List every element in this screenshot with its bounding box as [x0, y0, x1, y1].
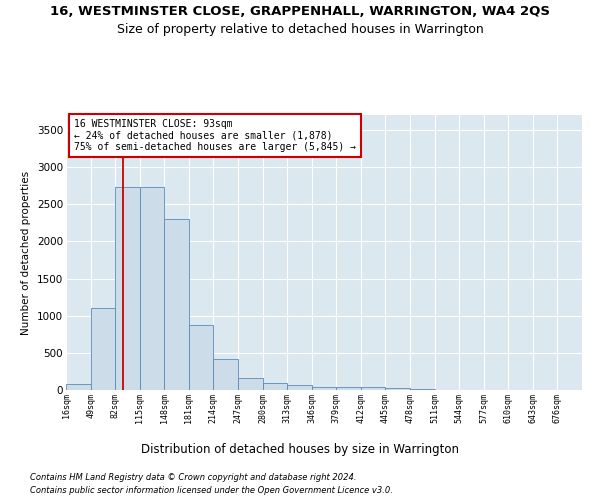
Bar — [91, 308, 115, 390]
Bar — [214, 359, 238, 390]
Bar — [312, 387, 336, 390]
Text: Size of property relative to detached houses in Warrington: Size of property relative to detached ho… — [116, 22, 484, 36]
Text: 16, WESTMINSTER CLOSE, GRAPPENHALL, WARRINGTON, WA4 2QS: 16, WESTMINSTER CLOSE, GRAPPENHALL, WARR… — [50, 5, 550, 18]
Bar — [385, 388, 410, 390]
Bar — [164, 219, 189, 390]
Bar — [238, 378, 263, 390]
Text: Contains public sector information licensed under the Open Government Licence v3: Contains public sector information licen… — [30, 486, 393, 495]
Text: Distribution of detached houses by size in Warrington: Distribution of detached houses by size … — [141, 442, 459, 456]
Bar — [115, 188, 140, 390]
Text: 16 WESTMINSTER CLOSE: 93sqm
← 24% of detached houses are smaller (1,878)
75% of : 16 WESTMINSTER CLOSE: 93sqm ← 24% of det… — [74, 119, 356, 152]
Text: Contains HM Land Registry data © Crown copyright and database right 2024.: Contains HM Land Registry data © Crown c… — [30, 472, 356, 482]
Bar — [140, 188, 164, 390]
Bar — [263, 383, 287, 390]
Bar — [336, 388, 361, 390]
Bar — [287, 385, 312, 390]
Bar — [189, 325, 214, 390]
Bar — [66, 384, 91, 390]
Y-axis label: Number of detached properties: Number of detached properties — [22, 170, 31, 334]
Bar — [361, 388, 385, 390]
